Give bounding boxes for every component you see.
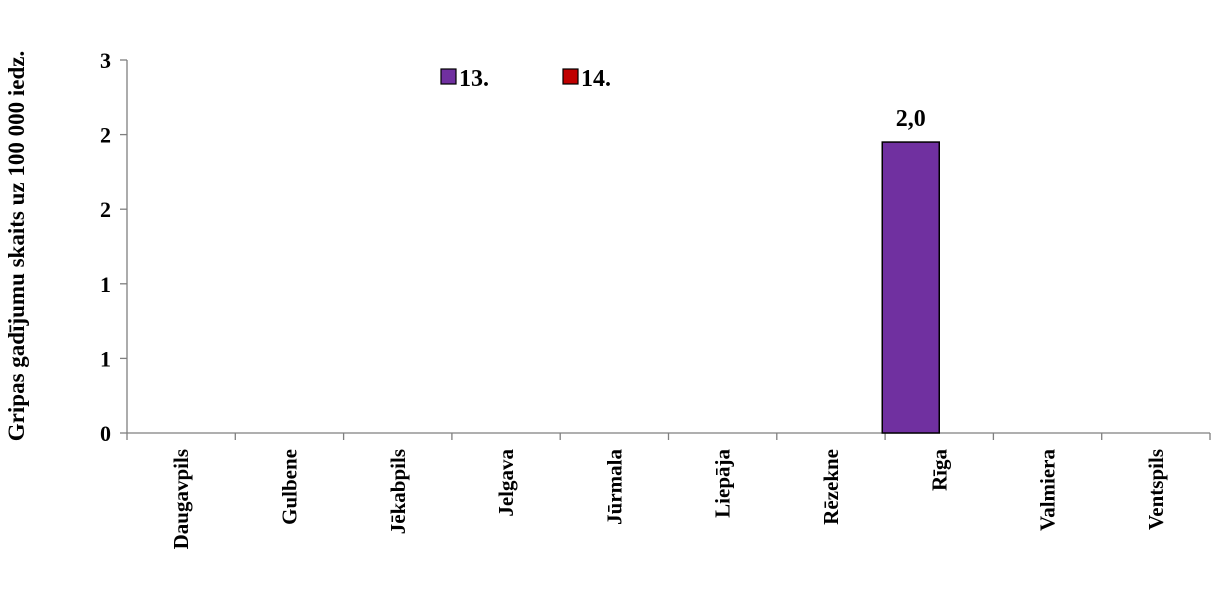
y-tick-label: 0 <box>100 421 111 446</box>
legend-swatch <box>562 68 579 85</box>
y-axis-label-group: Gripas gadījumu skaits uz 100 000 iedz. <box>4 51 29 441</box>
x-tick-label: Rīga <box>927 449 951 492</box>
legend-swatch <box>440 68 457 85</box>
x-tick-label: Jēkabpils <box>386 449 410 534</box>
x-tick-label: Ventspils <box>1144 449 1168 530</box>
bar <box>881 141 940 434</box>
x-tick-label: Liepāja <box>711 449 735 518</box>
x-tick-label: Jelgava <box>494 449 518 517</box>
x-tick-label: Gulbene <box>277 449 301 525</box>
y-tick-label: 2 <box>100 123 111 148</box>
y-tick-label: 1 <box>100 272 111 297</box>
x-tick-label: Daugavpils <box>169 449 193 549</box>
legend-label: 14. <box>581 66 611 92</box>
legend-label: 13. <box>459 66 489 92</box>
plot-area: 0 1 1 2 2 3 Daugavpils Gulbene Jēkabpils Jelgava J… <box>100 48 1211 549</box>
y-tick-label: 3 <box>100 48 111 73</box>
x-tick-label: Jūrmala <box>602 449 626 525</box>
y-tick-label: 2 <box>100 197 111 222</box>
x-tick-label: Valmiera <box>1036 449 1060 532</box>
y-axis-label: Gripas gadījumu skaits uz 100 000 iedz. <box>4 51 29 441</box>
x-tick-label: Rēzekne <box>819 449 843 525</box>
y-tick-label: 1 <box>100 346 111 371</box>
data-label: 2,0 <box>896 106 926 132</box>
